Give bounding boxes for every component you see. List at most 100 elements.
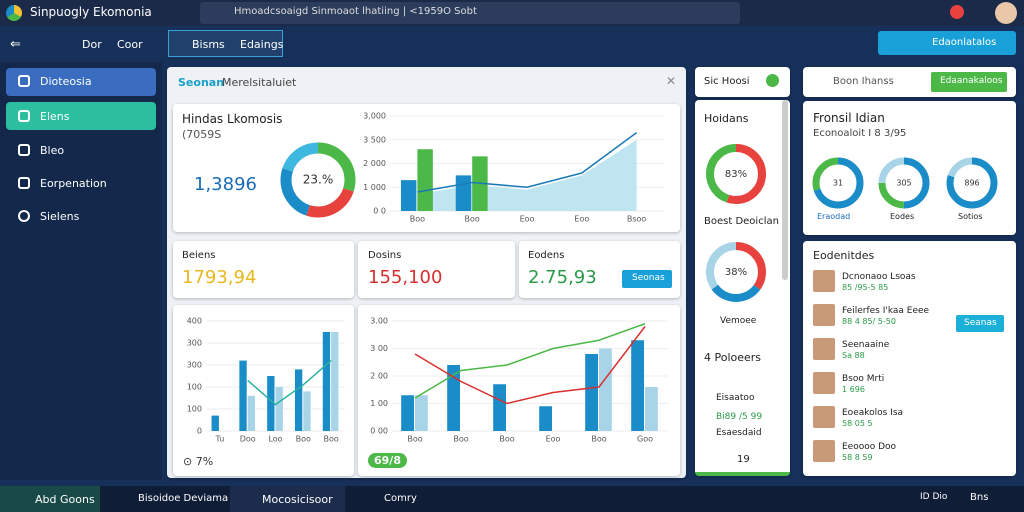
x-tick-label: Bsoo: [627, 215, 647, 224]
stat-button-text: Seonas: [632, 273, 665, 283]
back-icon[interactable]: ⇐: [10, 37, 21, 52]
sidebar-item-selected[interactable]: [6, 102, 156, 130]
person-avatar[interactable]: [813, 440, 835, 462]
middle-item: Eisaatoo: [716, 393, 755, 403]
person-avatar[interactable]: [813, 338, 835, 360]
right-button-text: Edaanakaloos: [940, 76, 1003, 86]
x-tick-label: Boo: [499, 435, 514, 444]
person-detail: 1 696: [842, 385, 865, 394]
close-button[interactable]: ✕: [666, 74, 677, 88]
person-detail: 88 4 85/ 5-50: [842, 317, 896, 326]
person-avatar[interactable]: [813, 304, 835, 326]
donut-segment: [280, 142, 356, 218]
donut-segment: [706, 242, 766, 302]
donut-label: 23.%: [303, 173, 334, 187]
bar: [401, 395, 414, 431]
person-avatar[interactable]: [813, 406, 835, 428]
line: [414, 326, 646, 405]
scrollbar[interactable]: [782, 100, 788, 280]
tab[interactable]: Edaings: [240, 38, 284, 51]
stat-button[interactable]: [622, 270, 672, 288]
bar: [585, 354, 598, 431]
stat-label: Dosins: [368, 250, 402, 261]
taskbar-item[interactable]: Bisoidoe Deviama: [138, 493, 229, 504]
donut-label: 31: [833, 179, 843, 188]
donut-segment: [812, 157, 864, 209]
tab-group: [168, 30, 283, 57]
person-detail: Sa 88: [842, 351, 865, 360]
panel-tab[interactable]: Seonan: [178, 76, 225, 89]
right-subtitle: Econoaloit I 8 3/95: [813, 128, 907, 139]
taskbar-active: [230, 486, 345, 512]
x-tick-label: Boo: [407, 435, 422, 444]
person-avatar[interactable]: [813, 270, 835, 292]
bar: [239, 360, 247, 431]
right-donut: 896: [946, 157, 998, 209]
y-tick-label: 1 000: [363, 183, 386, 192]
x-tick-label: Boo: [410, 215, 425, 224]
x-tick-label: Doo: [240, 435, 256, 444]
y-tick-label: 2 00: [370, 372, 388, 381]
person-name: Eeoooo Doo: [842, 442, 897, 452]
people-button[interactable]: [956, 315, 1004, 332]
bar: [493, 384, 506, 431]
donut-segment: [280, 142, 356, 218]
icon: [18, 210, 30, 222]
donut-segment: [878, 157, 930, 209]
sidebar-label: Eorpenation: [40, 177, 107, 190]
taskbar-item[interactable]: Mocosicisoor: [262, 493, 333, 506]
combo-chart: 0 00 1 00 2 00 3 00 3.00 Boo Boo Boo Eoo Boo Goo: [370, 317, 668, 444]
kpi-subtitle: (7059S: [182, 128, 222, 141]
kpi-value: 1,3896: [194, 174, 257, 195]
chart-footer: ⊙ 7%: [183, 455, 214, 468]
middle-section: 4 Poloeers: [704, 351, 762, 364]
taskbar-item[interactable]: Comry: [384, 493, 417, 504]
right-button[interactable]: [931, 72, 1007, 92]
y-tick-label: 400: [187, 317, 202, 326]
nav-button[interactable]: [878, 31, 1016, 55]
kpi-title: Hindas Lkomosis: [182, 112, 283, 126]
bar: [247, 395, 256, 431]
y-tick-label: 100: [187, 405, 202, 414]
sidebar-item-active[interactable]: [6, 68, 156, 96]
tab[interactable]: Bisms: [192, 38, 225, 51]
line: [417, 132, 638, 193]
search-bar[interactable]: [200, 2, 740, 24]
donut-label: 305: [896, 179, 911, 188]
person-name: Eoeakolos Isa: [842, 408, 904, 418]
bar: [303, 391, 311, 431]
right-search[interactable]: Boon Ihanss: [833, 76, 894, 87]
app-logo: [6, 5, 22, 21]
avatar[interactable]: [995, 2, 1017, 24]
nav-item[interactable]: Coor: [117, 38, 143, 51]
person-avatar[interactable]: [813, 372, 835, 394]
nav-button-text: Edaonlatalos: [932, 37, 997, 48]
people-card: [803, 241, 1016, 476]
x-tick-label: Boo: [591, 435, 606, 444]
kpi-donut: 23.%: [280, 142, 356, 218]
taskbar-item[interactable]: Abd Goons: [35, 493, 95, 506]
right-card: [803, 101, 1016, 235]
notification[interactable]: [950, 5, 964, 19]
stat-value: 2.75,93: [528, 267, 597, 288]
taskbar-tray: Bns: [970, 492, 989, 503]
kpi-chart: 0 0 1 000 2 000 3 500 3,000 Boo Boo Eoo Eoo Bsoo: [363, 112, 664, 224]
sidebar-label: Dioteosia: [40, 75, 92, 88]
middle-donut: 38%: [706, 242, 766, 302]
stat-card: [519, 241, 680, 298]
donut-caption: Eodes: [890, 212, 915, 221]
taskbar-tray: ID Dio: [920, 492, 948, 502]
stat-card: [173, 241, 354, 298]
search-text: Hmoadcsoaigd Sinmoaot lhatiing | <1959O …: [234, 6, 477, 17]
x-tick-label: Eoo: [574, 215, 589, 224]
stat-label: Beiens: [182, 250, 216, 261]
stat-value: 1793,94: [182, 267, 257, 288]
status-icon: [766, 74, 779, 87]
taskbar-active: [0, 486, 100, 512]
y-tick-label: 300: [187, 339, 202, 348]
x-tick-label: Eoo: [520, 215, 535, 224]
bar: [599, 348, 612, 431]
bar: [331, 332, 339, 431]
stat-value: 155,100: [368, 267, 443, 288]
nav-item[interactable]: Dor: [82, 38, 102, 51]
